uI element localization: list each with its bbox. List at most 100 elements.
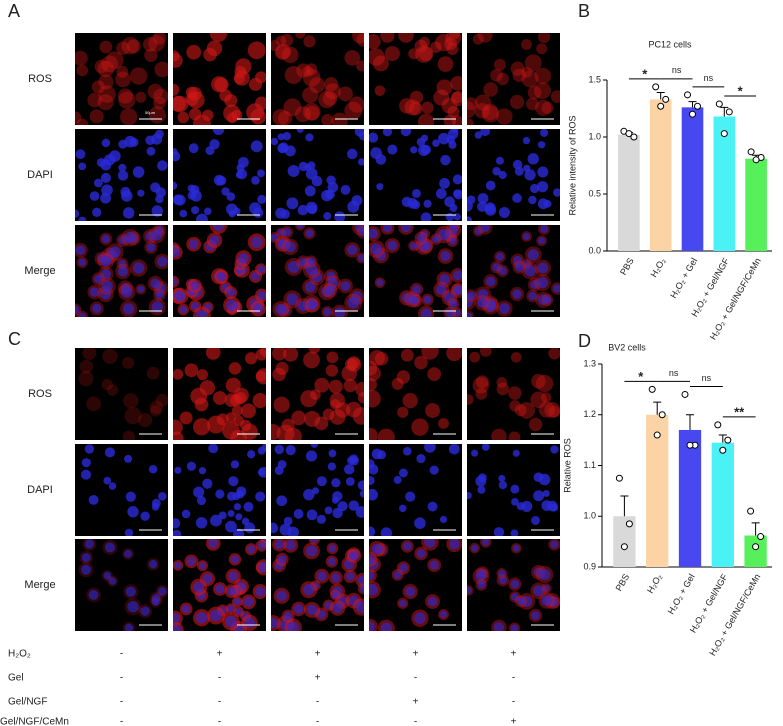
cell-nucleus	[235, 171, 243, 179]
treatment-mark: -	[120, 717, 123, 726]
cell-ros	[448, 33, 461, 39]
cells	[75, 129, 168, 221]
row-label: DAPI	[27, 484, 53, 496]
cell-nucleus	[84, 444, 95, 454]
cell-ros	[419, 36, 430, 48]
cell-ros	[224, 393, 239, 408]
cell-nucleus	[274, 444, 285, 455]
cell-ros	[496, 108, 513, 125]
cell-nucleus	[84, 539, 95, 549]
cell-ros	[324, 83, 341, 100]
x-tick-label: H₂O₂	[649, 256, 668, 279]
cell-nucleus	[298, 161, 309, 172]
cell-nucleus	[370, 147, 383, 159]
cell-ros	[225, 377, 241, 393]
cell-nucleus	[284, 241, 296, 253]
cell-nucleus	[416, 233, 426, 243]
cell-nucleus	[511, 498, 519, 506]
cell-nucleus	[369, 621, 376, 631]
cell-nucleus	[244, 617, 256, 629]
data-point	[657, 102, 665, 110]
cell-nucleus	[537, 237, 546, 245]
bar	[681, 107, 704, 251]
cell-nucleus	[536, 181, 549, 193]
cell-nucleus	[305, 167, 318, 180]
cell-ros	[75, 111, 82, 125]
cell-ros	[414, 39, 428, 53]
cell-nucleus	[271, 233, 279, 242]
cell-nucleus	[155, 194, 164, 204]
cell-nucleus	[277, 133, 285, 141]
cell-nucleus	[228, 571, 239, 582]
cell-ros	[397, 406, 409, 418]
cell-nucleus	[347, 200, 360, 213]
cell-nucleus	[173, 529, 182, 536]
cell-nucleus	[198, 561, 207, 570]
cell-ros	[321, 114, 334, 125]
cell-nucleus	[448, 140, 457, 149]
cell-nucleus	[510, 579, 520, 589]
cells	[173, 33, 266, 125]
cell-nucleus	[427, 501, 438, 512]
row-label: Merge	[24, 265, 55, 277]
cell-ros	[446, 42, 459, 55]
cell-ros	[433, 89, 450, 106]
cell-nucleus	[125, 586, 136, 597]
cell-nucleus	[541, 595, 553, 606]
cell-nucleus	[387, 240, 398, 251]
cell-nucleus	[196, 309, 208, 317]
bar	[613, 516, 636, 567]
cell-ros	[391, 377, 404, 390]
cell-nucleus	[209, 139, 220, 150]
cell-nucleus	[282, 228, 292, 237]
cell-nucleus	[198, 466, 207, 475]
cell-nucleus	[540, 225, 549, 233]
cell-nucleus	[492, 263, 501, 272]
cell-nucleus	[531, 515, 541, 525]
cell-nucleus	[533, 585, 545, 597]
cell-nucleus	[349, 456, 359, 466]
cell-nucleus	[233, 503, 241, 511]
cell-nucleus	[370, 243, 383, 255]
cell-ros	[443, 114, 457, 125]
cell-nucleus	[215, 489, 225, 499]
cell-nucleus	[357, 254, 364, 262]
cell-ros	[510, 351, 522, 363]
cell-nucleus	[371, 448, 383, 460]
cell-nucleus	[306, 604, 318, 616]
x-tick-label: H₂O₂	[645, 572, 664, 595]
cell-ros	[467, 101, 476, 119]
cell-ros	[149, 405, 162, 417]
cell-ros	[241, 423, 258, 440]
cell-nucleus	[195, 517, 208, 529]
cell-nucleus	[537, 262, 549, 274]
cell-nucleus	[296, 129, 304, 133]
data-point	[684, 91, 691, 99]
cell-ros	[144, 48, 158, 62]
data-point	[658, 411, 666, 419]
cell-nucleus	[452, 174, 462, 185]
cell-nucleus	[521, 500, 533, 512]
cell-ros	[430, 41, 442, 53]
cell-nucleus	[305, 263, 318, 276]
cell-nucleus	[212, 225, 225, 232]
cell-ros	[325, 364, 339, 377]
cells	[369, 33, 462, 125]
cell-ros	[414, 355, 428, 370]
cell-ros	[510, 61, 525, 76]
cell-nucleus	[277, 229, 285, 237]
cell-nucleus	[275, 303, 287, 315]
cell-nucleus	[475, 570, 487, 582]
cell-nucleus	[226, 299, 238, 312]
cell-nucleus	[477, 297, 488, 308]
cell-nucleus	[212, 129, 225, 136]
cell-nucleus	[257, 541, 266, 550]
data-point	[620, 543, 628, 551]
cell-ros	[356, 33, 364, 47]
treatment-mark: +	[511, 649, 517, 660]
cell-nucleus	[238, 156, 249, 168]
cell-nucleus	[148, 559, 158, 569]
cell-ros	[101, 55, 119, 73]
cell-ros	[444, 37, 458, 51]
cells	[75, 225, 168, 317]
